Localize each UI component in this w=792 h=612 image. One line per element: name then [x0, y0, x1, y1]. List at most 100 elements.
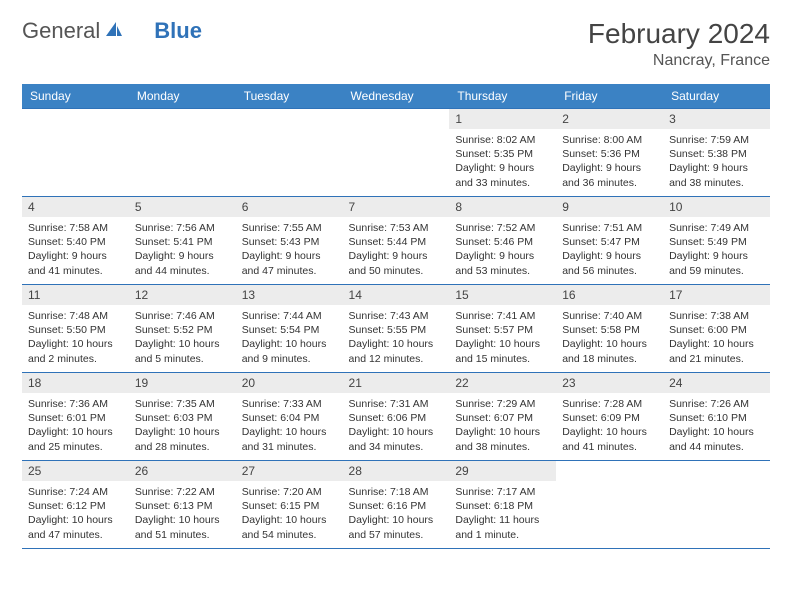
calendar-cell: 24Sunrise: 7:26 AMSunset: 6:10 PMDayligh…: [663, 373, 770, 461]
day-data: Sunrise: 7:56 AMSunset: 5:41 PMDaylight:…: [129, 217, 236, 284]
sunset-text: Sunset: 5:40 PM: [28, 235, 123, 249]
sunset-text: Sunset: 5:55 PM: [349, 323, 444, 337]
calendar-cell: 10Sunrise: 7:49 AMSunset: 5:49 PMDayligh…: [663, 197, 770, 285]
calendar-row: 1Sunrise: 8:02 AMSunset: 5:35 PMDaylight…: [22, 109, 770, 197]
day-data: Sunrise: 7:35 AMSunset: 6:03 PMDaylight:…: [129, 393, 236, 460]
sunrise-text: Sunrise: 7:36 AM: [28, 397, 123, 411]
day-number: [663, 461, 770, 467]
day-number: 2: [556, 109, 663, 129]
daylight-text: Daylight: 10 hours and 44 minutes.: [669, 425, 764, 453]
day-number: 13: [236, 285, 343, 305]
sunrise-text: Sunrise: 7:59 AM: [669, 133, 764, 147]
sunrise-text: Sunrise: 7:56 AM: [135, 221, 230, 235]
location-label: Nancray, France: [588, 52, 770, 70]
calendar-cell: 13Sunrise: 7:44 AMSunset: 5:54 PMDayligh…: [236, 285, 343, 373]
calendar-cell: 2Sunrise: 8:00 AMSunset: 5:36 PMDaylight…: [556, 109, 663, 197]
day-data: Sunrise: 8:00 AMSunset: 5:36 PMDaylight:…: [556, 129, 663, 196]
sunset-text: Sunset: 6:18 PM: [455, 499, 550, 513]
sunrise-text: Sunrise: 7:48 AM: [28, 309, 123, 323]
day-data: Sunrise: 7:51 AMSunset: 5:47 PMDaylight:…: [556, 217, 663, 284]
sunset-text: Sunset: 6:16 PM: [349, 499, 444, 513]
col-wednesday: Wednesday: [343, 84, 450, 109]
sunrise-text: Sunrise: 7:22 AM: [135, 485, 230, 499]
sunset-text: Sunset: 6:03 PM: [135, 411, 230, 425]
sunrise-text: Sunrise: 7:29 AM: [455, 397, 550, 411]
calendar-row: 25Sunrise: 7:24 AMSunset: 6:12 PMDayligh…: [22, 461, 770, 549]
day-data: Sunrise: 8:02 AMSunset: 5:35 PMDaylight:…: [449, 129, 556, 196]
calendar-cell: [22, 109, 129, 197]
sunset-text: Sunset: 6:15 PM: [242, 499, 337, 513]
col-monday: Monday: [129, 84, 236, 109]
brand-name-a: General: [22, 18, 100, 44]
day-number: [236, 109, 343, 115]
day-number: 27: [236, 461, 343, 481]
calendar-cell: 5Sunrise: 7:56 AMSunset: 5:41 PMDaylight…: [129, 197, 236, 285]
day-number: 10: [663, 197, 770, 217]
calendar-cell: 12Sunrise: 7:46 AMSunset: 5:52 PMDayligh…: [129, 285, 236, 373]
daylight-text: Daylight: 10 hours and 31 minutes.: [242, 425, 337, 453]
sunset-text: Sunset: 6:06 PM: [349, 411, 444, 425]
calendar-cell: [556, 461, 663, 549]
sunrise-text: Sunrise: 7:44 AM: [242, 309, 337, 323]
sunrise-text: Sunrise: 7:41 AM: [455, 309, 550, 323]
sunrise-text: Sunrise: 7:28 AM: [562, 397, 657, 411]
sunrise-text: Sunrise: 7:38 AM: [669, 309, 764, 323]
day-number: 4: [22, 197, 129, 217]
sunrise-text: Sunrise: 7:18 AM: [349, 485, 444, 499]
calendar-cell: 29Sunrise: 7:17 AMSunset: 6:18 PMDayligh…: [449, 461, 556, 549]
day-number: 7: [343, 197, 450, 217]
calendar-cell: 21Sunrise: 7:31 AMSunset: 6:06 PMDayligh…: [343, 373, 450, 461]
day-number: 5: [129, 197, 236, 217]
day-number: 28: [343, 461, 450, 481]
day-data: Sunrise: 7:52 AMSunset: 5:46 PMDaylight:…: [449, 217, 556, 284]
sunset-text: Sunset: 5:50 PM: [28, 323, 123, 337]
calendar-cell: [343, 109, 450, 197]
sunset-text: Sunset: 5:57 PM: [455, 323, 550, 337]
calendar-row: 11Sunrise: 7:48 AMSunset: 5:50 PMDayligh…: [22, 285, 770, 373]
calendar-cell: 1Sunrise: 8:02 AMSunset: 5:35 PMDaylight…: [449, 109, 556, 197]
day-number: 6: [236, 197, 343, 217]
day-data: Sunrise: 7:18 AMSunset: 6:16 PMDaylight:…: [343, 481, 450, 548]
daylight-text: Daylight: 10 hours and 18 minutes.: [562, 337, 657, 365]
day-data: Sunrise: 7:26 AMSunset: 6:10 PMDaylight:…: [663, 393, 770, 460]
calendar-table: Sunday Monday Tuesday Wednesday Thursday…: [22, 84, 770, 549]
day-data: Sunrise: 7:48 AMSunset: 5:50 PMDaylight:…: [22, 305, 129, 372]
calendar-cell: 23Sunrise: 7:28 AMSunset: 6:09 PMDayligh…: [556, 373, 663, 461]
calendar-cell: 28Sunrise: 7:18 AMSunset: 6:16 PMDayligh…: [343, 461, 450, 549]
day-number: 25: [22, 461, 129, 481]
sunrise-text: Sunrise: 7:51 AM: [562, 221, 657, 235]
calendar-cell: 4Sunrise: 7:58 AMSunset: 5:40 PMDaylight…: [22, 197, 129, 285]
daylight-text: Daylight: 10 hours and 47 minutes.: [28, 513, 123, 541]
daylight-text: Daylight: 11 hours and 1 minute.: [455, 513, 550, 541]
sunset-text: Sunset: 5:38 PM: [669, 147, 764, 161]
sunset-text: Sunset: 5:43 PM: [242, 235, 337, 249]
sunrise-text: Sunrise: 7:52 AM: [455, 221, 550, 235]
day-number: 21: [343, 373, 450, 393]
calendar-cell: 22Sunrise: 7:29 AMSunset: 6:07 PMDayligh…: [449, 373, 556, 461]
sunset-text: Sunset: 5:52 PM: [135, 323, 230, 337]
col-saturday: Saturday: [663, 84, 770, 109]
day-number: 18: [22, 373, 129, 393]
sunset-text: Sunset: 5:41 PM: [135, 235, 230, 249]
daylight-text: Daylight: 9 hours and 47 minutes.: [242, 249, 337, 277]
day-number: 12: [129, 285, 236, 305]
day-number: [129, 109, 236, 115]
day-data: Sunrise: 7:44 AMSunset: 5:54 PMDaylight:…: [236, 305, 343, 372]
calendar-row: 18Sunrise: 7:36 AMSunset: 6:01 PMDayligh…: [22, 373, 770, 461]
day-data: Sunrise: 7:22 AMSunset: 6:13 PMDaylight:…: [129, 481, 236, 548]
calendar-cell: 16Sunrise: 7:40 AMSunset: 5:58 PMDayligh…: [556, 285, 663, 373]
sunrise-text: Sunrise: 7:40 AM: [562, 309, 657, 323]
day-number: 9: [556, 197, 663, 217]
daylight-text: Daylight: 10 hours and 5 minutes.: [135, 337, 230, 365]
day-data: Sunrise: 7:33 AMSunset: 6:04 PMDaylight:…: [236, 393, 343, 460]
sunrise-text: Sunrise: 7:33 AM: [242, 397, 337, 411]
sunrise-text: Sunrise: 7:43 AM: [349, 309, 444, 323]
brand-name-b: Blue: [154, 18, 202, 44]
daylight-text: Daylight: 9 hours and 50 minutes.: [349, 249, 444, 277]
sunrise-text: Sunrise: 7:31 AM: [349, 397, 444, 411]
sunset-text: Sunset: 5:46 PM: [455, 235, 550, 249]
day-number: 24: [663, 373, 770, 393]
day-number: 20: [236, 373, 343, 393]
sunrise-text: Sunrise: 7:55 AM: [242, 221, 337, 235]
page-title: February 2024: [588, 18, 770, 50]
